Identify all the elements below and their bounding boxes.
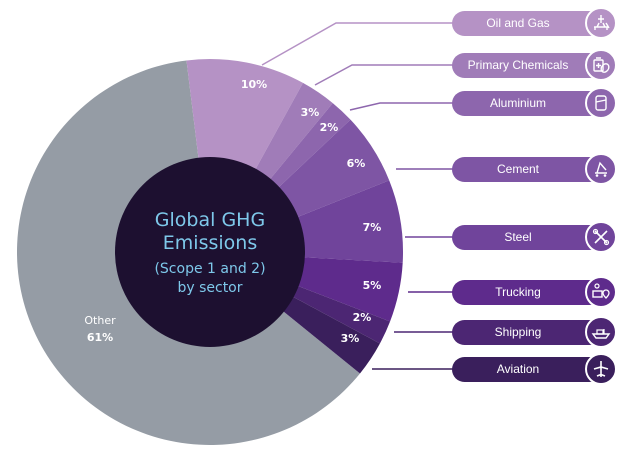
legend-label: Aluminium — [489, 96, 546, 110]
legend-pill-shipping: Shipping — [452, 319, 602, 345]
segment-value-label: 3% — [301, 106, 320, 119]
other-label: Other — [84, 314, 116, 327]
leader-lines — [261, 22, 455, 370]
segment-steel — [297, 180, 403, 263]
center-subtitle-line2: by sector — [177, 280, 242, 296]
segment-value-label: 10% — [241, 78, 267, 91]
legend-label: Aviation — [496, 362, 540, 376]
tools-icon — [585, 221, 617, 253]
leader-line — [314, 64, 455, 86]
legend-label: Trucking — [495, 285, 541, 299]
legend-pill-trucking: Trucking — [452, 279, 602, 305]
center-subtitle-line1: (Scope 1 and 2) — [154, 261, 265, 277]
segment-value-label: 2% — [320, 121, 339, 134]
legend-pill-cement: Cement — [452, 156, 602, 182]
chemicals-icon — [585, 49, 617, 81]
leader-line — [261, 22, 455, 66]
legend-label: Primary Chemicals — [467, 58, 569, 72]
segment-value-label: 5% — [363, 279, 382, 292]
segment-shipping — [292, 285, 391, 344]
legend-pill-steel: Steel — [452, 224, 602, 250]
center-title-line1: Global GHG — [155, 209, 265, 231]
legend-pill-aviation: Aviation — [452, 356, 602, 382]
segment-other — [16, 60, 360, 445]
cement-mixer-icon — [585, 153, 617, 185]
can-icon — [585, 87, 617, 119]
legend-label: Cement — [496, 162, 540, 176]
segment-value-label: 3% — [341, 332, 360, 345]
legend-label: Shipping — [494, 325, 542, 339]
legend-pill-primary-chemicals: Primary Chemicals — [452, 52, 602, 78]
segment-primary-chemicals — [255, 82, 333, 180]
oil-rig-icon — [585, 7, 617, 39]
segment-value-label: 7% — [363, 221, 382, 234]
donut-segments — [16, 59, 403, 445]
segment-aluminium — [269, 103, 351, 188]
leader-line — [349, 102, 455, 111]
truck-location-icon — [585, 276, 617, 308]
other-value: 61% — [87, 331, 113, 344]
percentage-labels: 10%3%2%6%7%5%2%3% — [241, 78, 382, 345]
segment-trucking — [297, 257, 403, 322]
segment-value-label: 6% — [347, 157, 366, 170]
legend-pill-aluminium: Aluminium — [452, 90, 602, 116]
airplane-icon — [585, 353, 617, 385]
segment-aviation — [283, 296, 380, 374]
legend-pill-oil-and-gas: Oil and Gas — [452, 10, 602, 36]
legend-label: Oil and Gas — [486, 16, 550, 30]
segment-value-label: 2% — [353, 311, 372, 324]
segment-cement — [278, 119, 390, 218]
center-title-line2: Emissions — [163, 232, 257, 254]
ship-icon — [585, 316, 617, 348]
segment-oil-and-gas — [186, 59, 303, 170]
donut-center — [115, 157, 305, 347]
legend-label: Steel — [504, 230, 532, 244]
